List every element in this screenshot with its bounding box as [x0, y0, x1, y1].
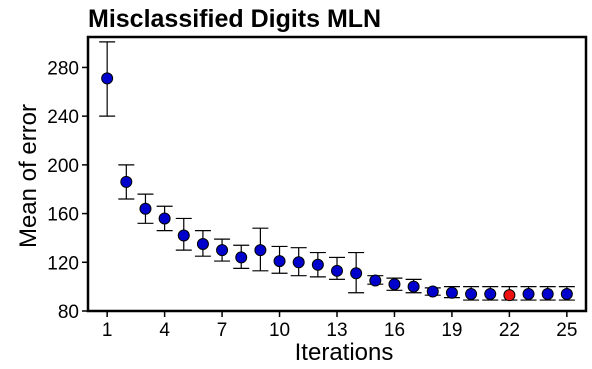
- x-axis: 1 4 7 10 13 16 19 22 25: [102, 311, 577, 341]
- x-tick-label: 16: [384, 320, 405, 341]
- data-points: [101, 72, 573, 302]
- data-point: [158, 212, 171, 225]
- x-axis-label: Iterations: [295, 339, 394, 366]
- data-point: [254, 244, 267, 257]
- data-point: [445, 286, 458, 299]
- x-tick-label: 1: [102, 320, 113, 341]
- y-tick-label: 160: [47, 205, 79, 226]
- x-tick-label: 25: [556, 320, 577, 341]
- data-point: [407, 280, 420, 293]
- y-tick-label: 200: [47, 156, 79, 177]
- x-tick-label: 4: [159, 320, 170, 341]
- data-point: [369, 274, 382, 287]
- error-bars: [99, 41, 575, 301]
- data-point: [139, 202, 152, 215]
- y-tick-label: 120: [47, 253, 79, 274]
- data-point: [331, 264, 343, 277]
- y-tick-label: 80: [58, 302, 79, 323]
- data-point: [235, 251, 248, 264]
- x-tick-label: 19: [441, 320, 462, 341]
- y-tick-label: 280: [47, 58, 79, 79]
- x-tick-label: 13: [326, 320, 347, 341]
- data-point: [503, 289, 516, 302]
- x-tick-label: 7: [217, 320, 228, 341]
- y-axis-label: Mean of error: [15, 104, 42, 248]
- data-point: [273, 255, 286, 268]
- data-point: [177, 229, 190, 242]
- data-point: [541, 287, 554, 300]
- data-point: [311, 258, 324, 271]
- data-point: [216, 244, 229, 257]
- data-point: [484, 287, 497, 300]
- data-point: [196, 238, 209, 251]
- data-point: [465, 287, 478, 300]
- x-tick-label: 10: [269, 320, 290, 341]
- x-tick-label: 22: [499, 320, 520, 341]
- data-point: [560, 287, 573, 300]
- y-tick-label: 240: [47, 107, 79, 128]
- data-point: [101, 72, 114, 85]
- data-point: [292, 256, 305, 269]
- data-point: [388, 278, 401, 291]
- data-point: [426, 285, 439, 298]
- data-point: [522, 287, 535, 300]
- data-point: [350, 267, 363, 280]
- y-axis: 80 120 160 200 240 280: [47, 58, 88, 323]
- data-point: [120, 175, 133, 188]
- chart-title: Misclassified Digits MLN: [88, 5, 381, 33]
